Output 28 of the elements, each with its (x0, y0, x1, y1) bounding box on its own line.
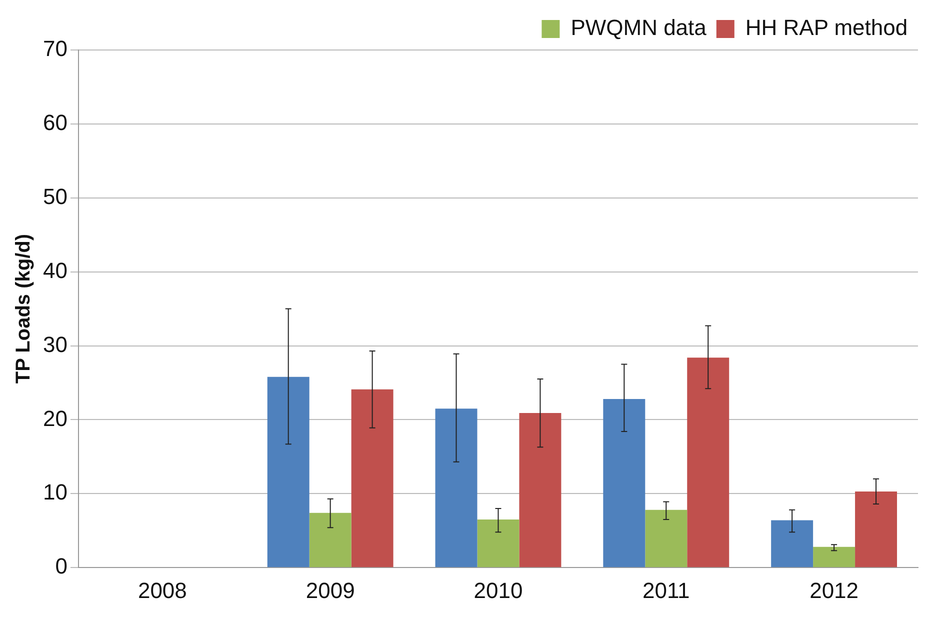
y-axis-title: TP Loads (kg/d) (12, 234, 35, 384)
bar (771, 520, 814, 568)
bar (435, 408, 478, 568)
bar (687, 358, 730, 568)
bar (267, 376, 310, 568)
y-tick-label: 60 (42, 110, 68, 136)
x-tick-label: 2012 (810, 578, 859, 603)
y-tick-label: 30 (42, 332, 68, 357)
legend-label: HH RAP method (745, 15, 908, 40)
y-tick-label: 40 (42, 258, 68, 283)
bar (855, 491, 898, 568)
x-tick-label: 2011 (642, 578, 690, 603)
bar (519, 413, 562, 568)
x-tick-label: 2008 (138, 578, 187, 603)
y-tick-label: 70 (42, 36, 68, 62)
bar (645, 510, 688, 568)
x-tick-label: 2009 (306, 578, 355, 603)
bar (351, 389, 394, 568)
x-tick-label: 2010 (474, 578, 523, 603)
bar (813, 546, 856, 568)
bar (477, 520, 520, 568)
bar (603, 399, 646, 568)
y-tick-label: 0 (55, 554, 68, 579)
legend-label: PWQMN data (570, 15, 708, 40)
y-tick-label: 20 (42, 406, 68, 431)
y-tick-label: 10 (42, 480, 68, 505)
bar (309, 512, 352, 568)
y-tick-label: 50 (42, 184, 68, 209)
